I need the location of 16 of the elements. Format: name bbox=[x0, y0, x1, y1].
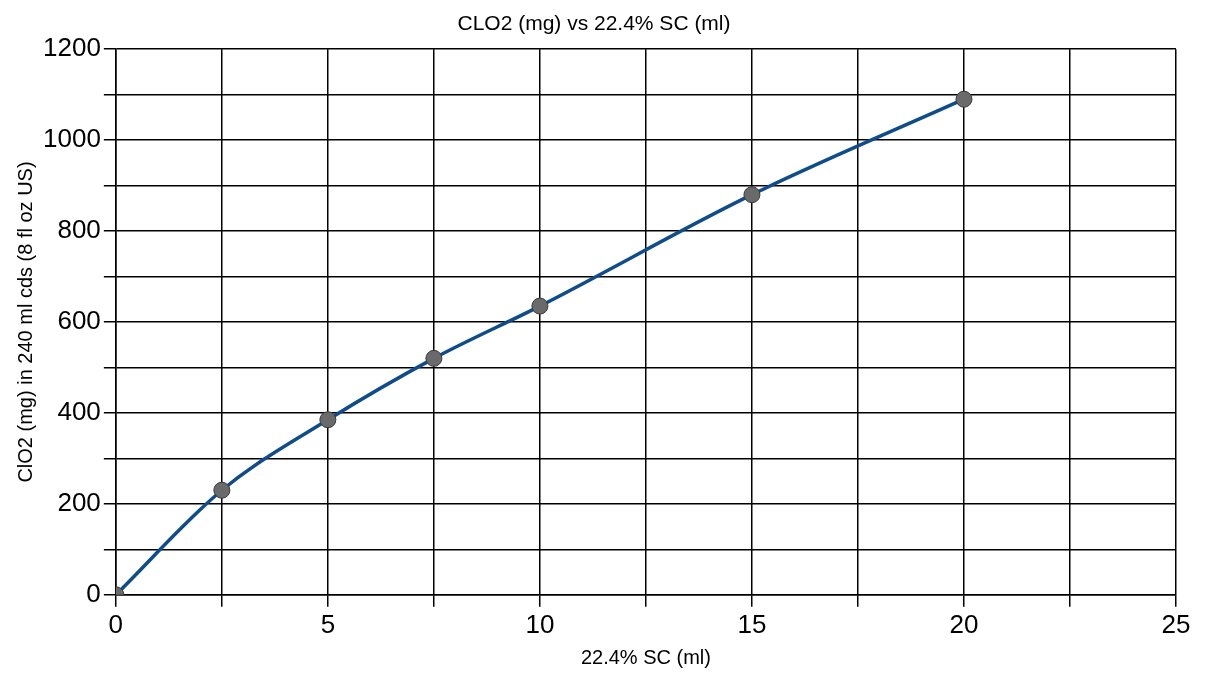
x-tick-label: 10 bbox=[525, 608, 555, 639]
y-tick-label: 1200 bbox=[43, 32, 101, 63]
x-axis-title: 22.4% SC (ml) bbox=[580, 645, 711, 668]
y-tick-label: 800 bbox=[57, 214, 101, 245]
x-tick-label: 5 bbox=[320, 608, 336, 639]
chart-title: CLO2 (mg) vs 22.4% SC (ml) bbox=[457, 11, 731, 35]
x-tick-label: 20 bbox=[949, 608, 979, 639]
x-tick-label: 25 bbox=[1161, 608, 1191, 639]
y-tick-label: 200 bbox=[57, 487, 101, 518]
y-tick-label: 400 bbox=[57, 396, 101, 427]
y-axis-title: ClO2 (mg) in 240 ml cds (8 fl oz US) bbox=[13, 161, 36, 483]
x-tick-label: 15 bbox=[737, 608, 767, 639]
y-tick-label: 600 bbox=[57, 305, 101, 336]
y-tick-label: 1000 bbox=[43, 123, 101, 154]
x-tick-label: 0 bbox=[108, 608, 124, 639]
y-tick-label: 0 bbox=[86, 577, 101, 608]
